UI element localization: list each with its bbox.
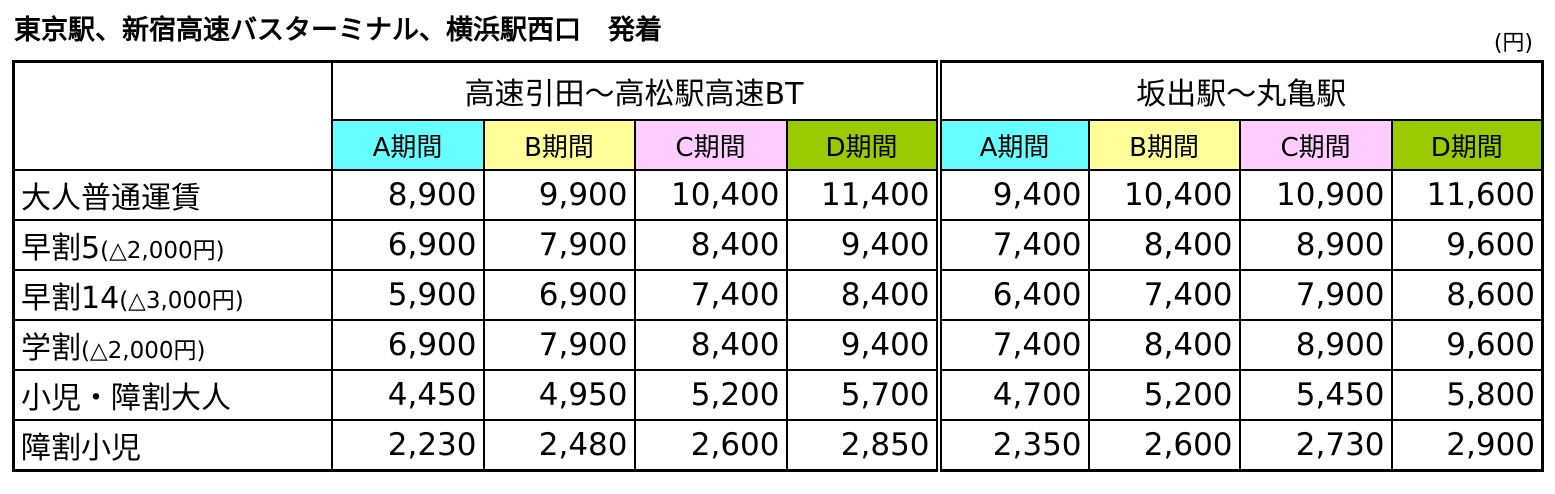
fare-cell: 9,400 (785, 319, 942, 371)
fare-cell: 11,600 (1390, 169, 1544, 221)
fare-cell: 7,900 (1238, 269, 1393, 321)
fare-cell: 5,200 (633, 369, 788, 421)
table-row: 学割(△2,000円) 6,900 7,900 8,400 9,400 7,400 8,40… (12, 319, 1544, 371)
fare-cell: 8,400 (1087, 219, 1241, 271)
fare-cell: 5,900 (330, 269, 485, 321)
fare-type: 小児・障割大人 (21, 381, 231, 416)
fare-type: 大人普通運賃 (21, 181, 201, 216)
table-row: 早割5(△2,000円) 6,900 7,900 8,400 9,400 7,400 8,4… (12, 219, 1544, 271)
fare-cell: 9,600 (1390, 219, 1544, 271)
fare-cell: 7,400 (1087, 269, 1241, 321)
fare-cell: 4,450 (330, 369, 485, 421)
fare-cell: 6,900 (330, 319, 485, 371)
fare-cell: 9,400 (937, 169, 1090, 221)
period-header-b: B期間 (1087, 119, 1241, 171)
fare-cell: 5,450 (1238, 369, 1393, 421)
fare-cell: 2,350 (937, 419, 1090, 472)
period-header-c: C期間 (633, 119, 788, 171)
fare-cell: 8,400 (633, 219, 788, 271)
fare-cell: 6,400 (937, 269, 1090, 321)
fare-cell: 7,900 (482, 219, 636, 271)
period-header-d: D期間 (1390, 119, 1544, 171)
period-header-a: A期間 (330, 119, 485, 171)
discount-note: (△3,000円) (119, 288, 244, 314)
corner-cell (12, 60, 333, 171)
fare-cell: 2,600 (633, 419, 788, 472)
fare-cell: 8,400 (633, 319, 788, 371)
fare-cell: 4,950 (482, 369, 636, 421)
period-header-d: D期間 (785, 119, 942, 171)
fare-cell: 10,400 (633, 169, 788, 221)
fare-cell: 9,400 (785, 219, 942, 271)
unit-label: (円) (1493, 31, 1533, 56)
row-label: 障割小児 (12, 419, 333, 472)
fare-cell: 4,700 (937, 369, 1090, 421)
row-label: 早割14(△3,000円) (12, 269, 333, 321)
period-header-a: A期間 (937, 119, 1090, 171)
fare-cell: 2,600 (1087, 419, 1241, 472)
fare-type: 早割14 (21, 281, 120, 316)
fare-cell: 7,400 (633, 269, 788, 321)
fare-cell: 9,600 (1390, 319, 1544, 371)
fare-cell: 6,900 (330, 219, 485, 271)
fare-cell: 8,900 (1238, 219, 1393, 271)
period-header-c: C期間 (1238, 119, 1393, 171)
fare-cell: 2,900 (1390, 419, 1544, 472)
table-row: 障割小児 2,230 2,480 2,600 2,850 2,350 2,600 2,730 2… (12, 419, 1544, 472)
fare-cell: 2,480 (482, 419, 636, 472)
fare-type: 障割小児 (21, 431, 141, 466)
table-row: 小児・障割大人 4,450 4,950 5,200 5,700 4,700 5,200 5,4… (12, 369, 1544, 421)
row-label: 早割5(△2,000円) (12, 219, 333, 271)
fare-cell: 8,600 (1390, 269, 1544, 321)
fare-cell: 10,400 (1087, 169, 1241, 221)
fare-cell: 8,400 (785, 269, 942, 321)
fare-cell: 5,800 (1390, 369, 1544, 421)
route-header: 高速引田～高松駅高速BT (330, 60, 942, 121)
discount-note: (△2,000円) (100, 238, 225, 264)
fare-cell: 2,230 (330, 419, 485, 472)
fare-type: 学割 (21, 331, 81, 366)
fare-cell: 7,900 (482, 319, 636, 371)
row-label: 小児・障割大人 (12, 369, 333, 421)
fare-cell: 6,900 (482, 269, 636, 321)
page-title: 東京駅、新宿高速バスターミナル、横浜駅西口 発着 (14, 15, 662, 46)
row-label: 大人普通運賃 (12, 169, 333, 221)
fare-cell: 8,900 (330, 169, 485, 221)
fare-cell: 11,400 (785, 169, 942, 221)
table-row: 大人普通運賃 8,900 9,900 10,400 11,400 9,400 10,400 1… (12, 169, 1544, 221)
table-row: 早割14(△3,000円) 5,900 6,900 7,400 8,400 6,400 7,… (12, 269, 1544, 321)
fare-cell: 8,900 (1238, 319, 1393, 371)
fare-cell: 10,900 (1238, 169, 1393, 221)
fare-cell: 5,200 (1087, 369, 1241, 421)
fare-type: 早割5 (21, 231, 101, 266)
fare-cell: 2,850 (785, 419, 942, 472)
route-header: 坂出駅～丸亀駅 (937, 60, 1544, 121)
fare-cell: 2,730 (1238, 419, 1393, 472)
fare-cell: 7,400 (937, 219, 1090, 271)
discount-note: (△2,000円) (81, 338, 206, 364)
fare-cell: 5,700 (785, 369, 942, 421)
fare-cell: 7,400 (937, 319, 1090, 371)
row-label: 学割(△2,000円) (12, 319, 333, 371)
period-header-b: B期間 (482, 119, 636, 171)
fare-cell: 9,900 (482, 169, 636, 221)
fare-table: 高速引田～高松駅高速BT 坂出駅～丸亀駅 A期間 B期間 C期間 D期間 A期間 B期間 C… (12, 60, 1545, 472)
fare-cell: 8,400 (1087, 319, 1241, 371)
